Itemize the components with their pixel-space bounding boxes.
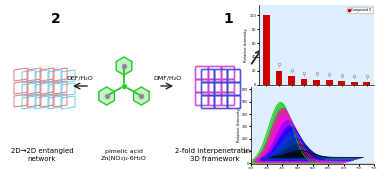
Bar: [263, 15, 270, 85]
Text: Antibiotics: Antibiotics: [267, 123, 318, 131]
Bar: [313, 80, 320, 84]
Text: pimelic acid
Zn(NO₃)₂·6H₂O: pimelic acid Zn(NO₃)₂·6H₂O: [101, 149, 147, 161]
Bar: [363, 82, 370, 84]
Bar: [276, 71, 282, 84]
Polygon shape: [133, 87, 149, 105]
Legend: Compound II: Compound II: [347, 7, 373, 13]
Text: 2-fold interpenetrating
3D framework: 2-fold interpenetrating 3D framework: [175, 148, 255, 162]
Text: DMF/H₂O: DMF/H₂O: [153, 75, 181, 80]
Bar: [301, 79, 307, 84]
Y-axis label: Relative Intensity: Relative Intensity: [237, 109, 241, 142]
Text: Nitroaromatics: Nitroaromatics: [267, 35, 338, 44]
Bar: [338, 81, 345, 84]
Text: 1: 1: [223, 12, 233, 26]
Bar: [351, 82, 358, 84]
Bar: [288, 76, 295, 84]
Text: 2D→2D entangled
network: 2D→2D entangled network: [11, 148, 73, 162]
Y-axis label: Relative Intensity: Relative Intensity: [244, 28, 248, 62]
Bar: [326, 80, 333, 84]
Text: DEF/H₂O: DEF/H₂O: [67, 75, 93, 80]
Text: 2: 2: [51, 12, 61, 26]
Polygon shape: [116, 57, 132, 75]
Polygon shape: [99, 87, 115, 105]
